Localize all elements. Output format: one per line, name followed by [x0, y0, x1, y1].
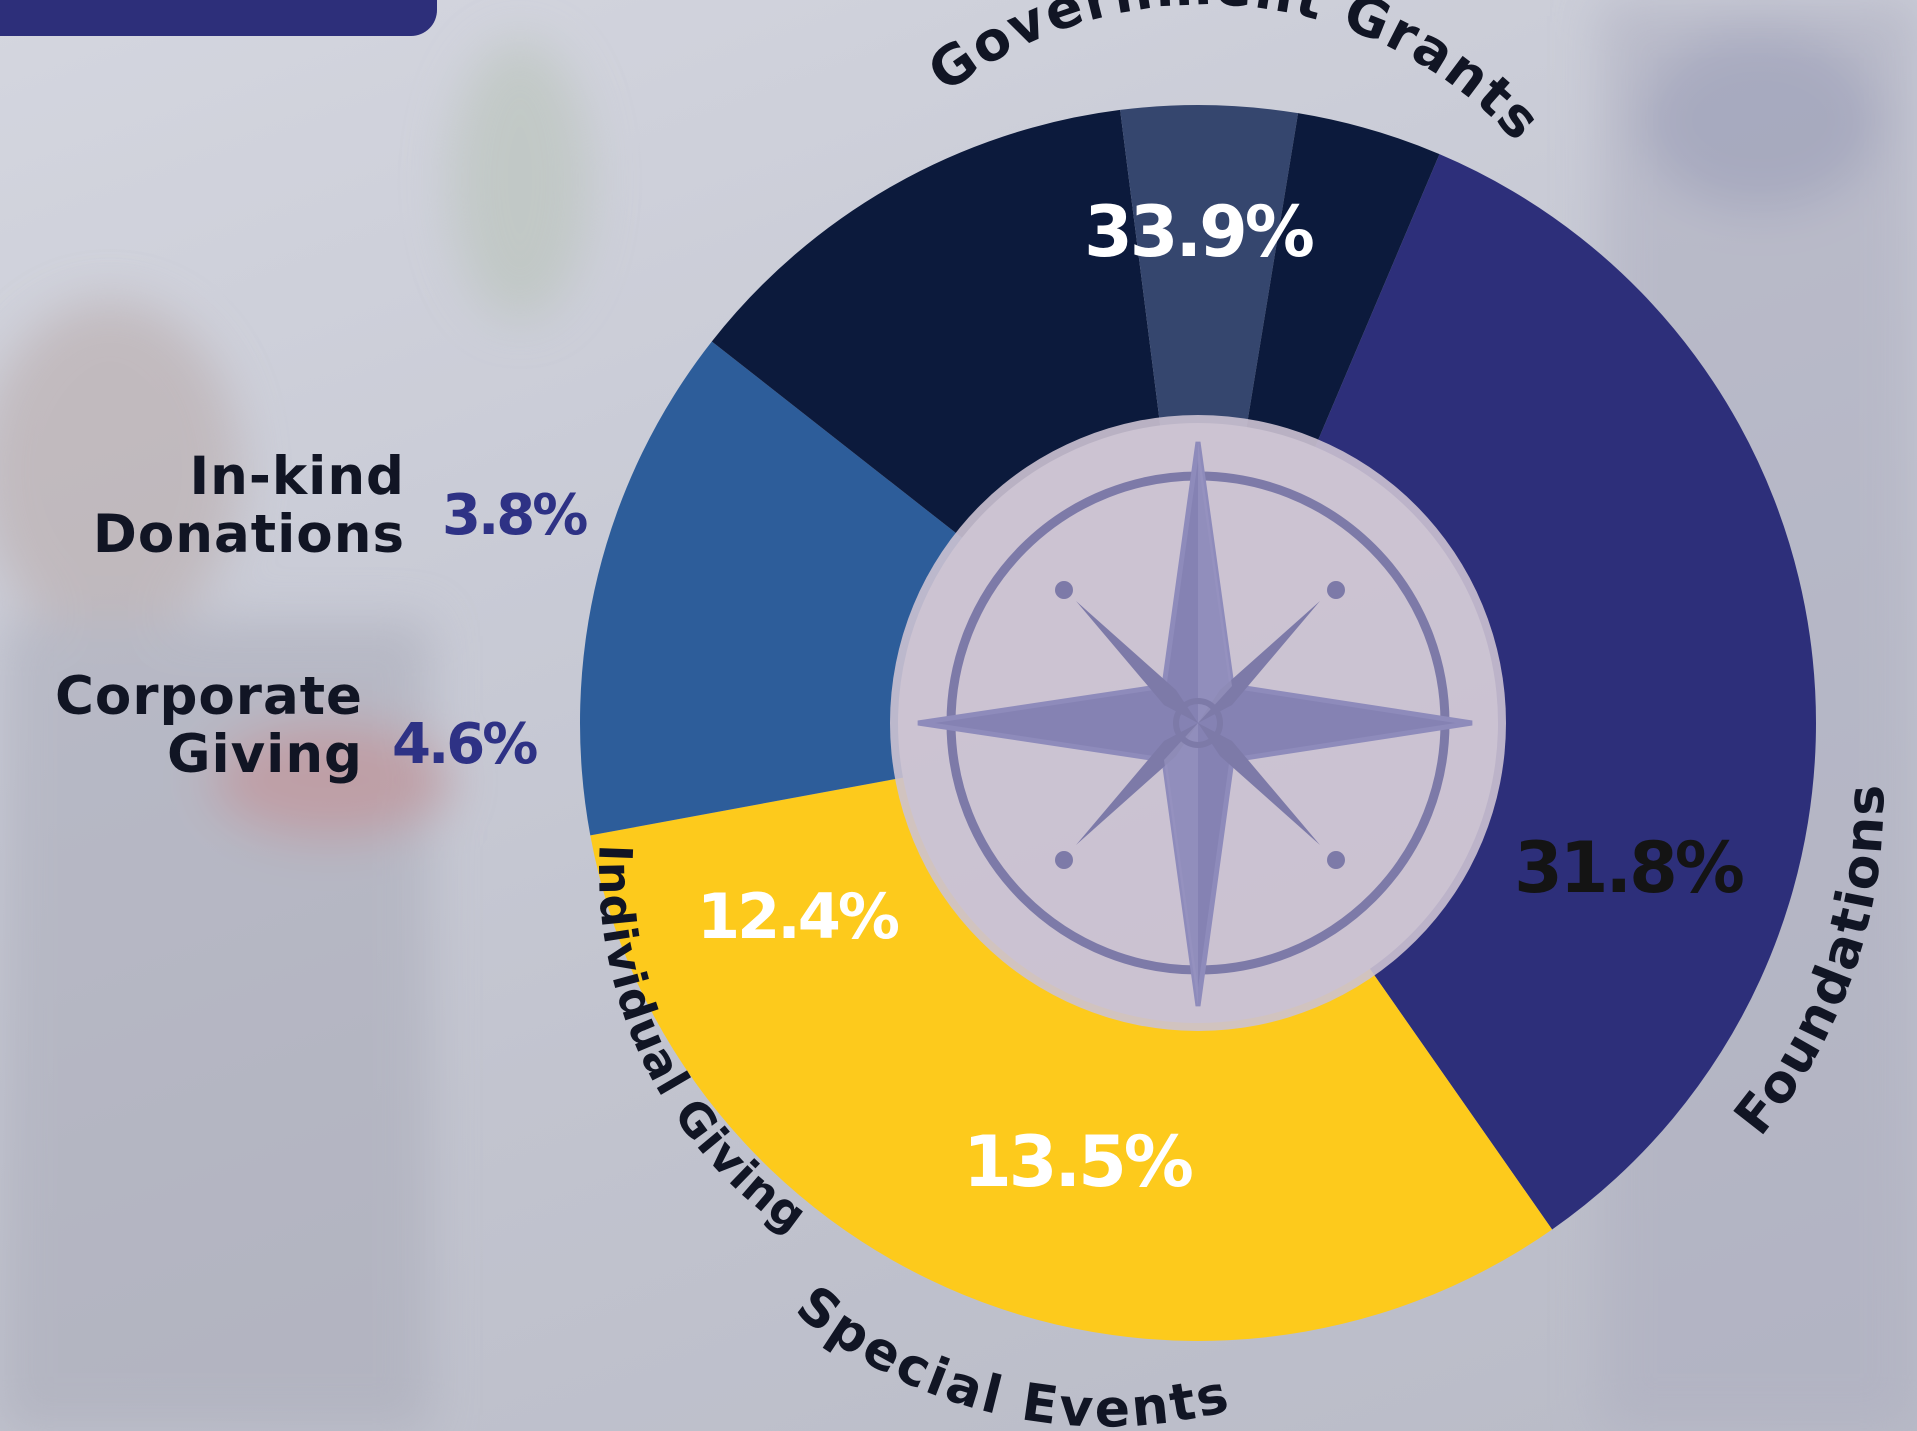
- pct-special-events: 13.5%: [963, 1121, 1192, 1203]
- compass-rose-icon: [917, 441, 1473, 1007]
- slice-individual-giving: [711, 109, 1161, 538]
- slice-special-events: [580, 341, 962, 836]
- slice-corporate-giving: [1120, 105, 1299, 427]
- pct-government-grants: 33.9%: [1084, 191, 1313, 273]
- slice-government-grants: [1315, 154, 1817, 1230]
- label-corporate-giving: Corporate Giving: [55, 666, 363, 785]
- pct-corporate-giving: 4.6%: [392, 712, 538, 777]
- header-tab: [0, 0, 437, 36]
- pct-in-kind-donations: 3.8%: [442, 483, 588, 548]
- pct-foundations: 31.8%: [1514, 827, 1743, 909]
- pct-individual-giving: 12.4%: [697, 880, 899, 953]
- slice-in-kind-donations: [1246, 113, 1440, 447]
- label-in-kind-donations: In-kind Donations: [92, 446, 405, 565]
- slice-foundations: [590, 777, 1553, 1342]
